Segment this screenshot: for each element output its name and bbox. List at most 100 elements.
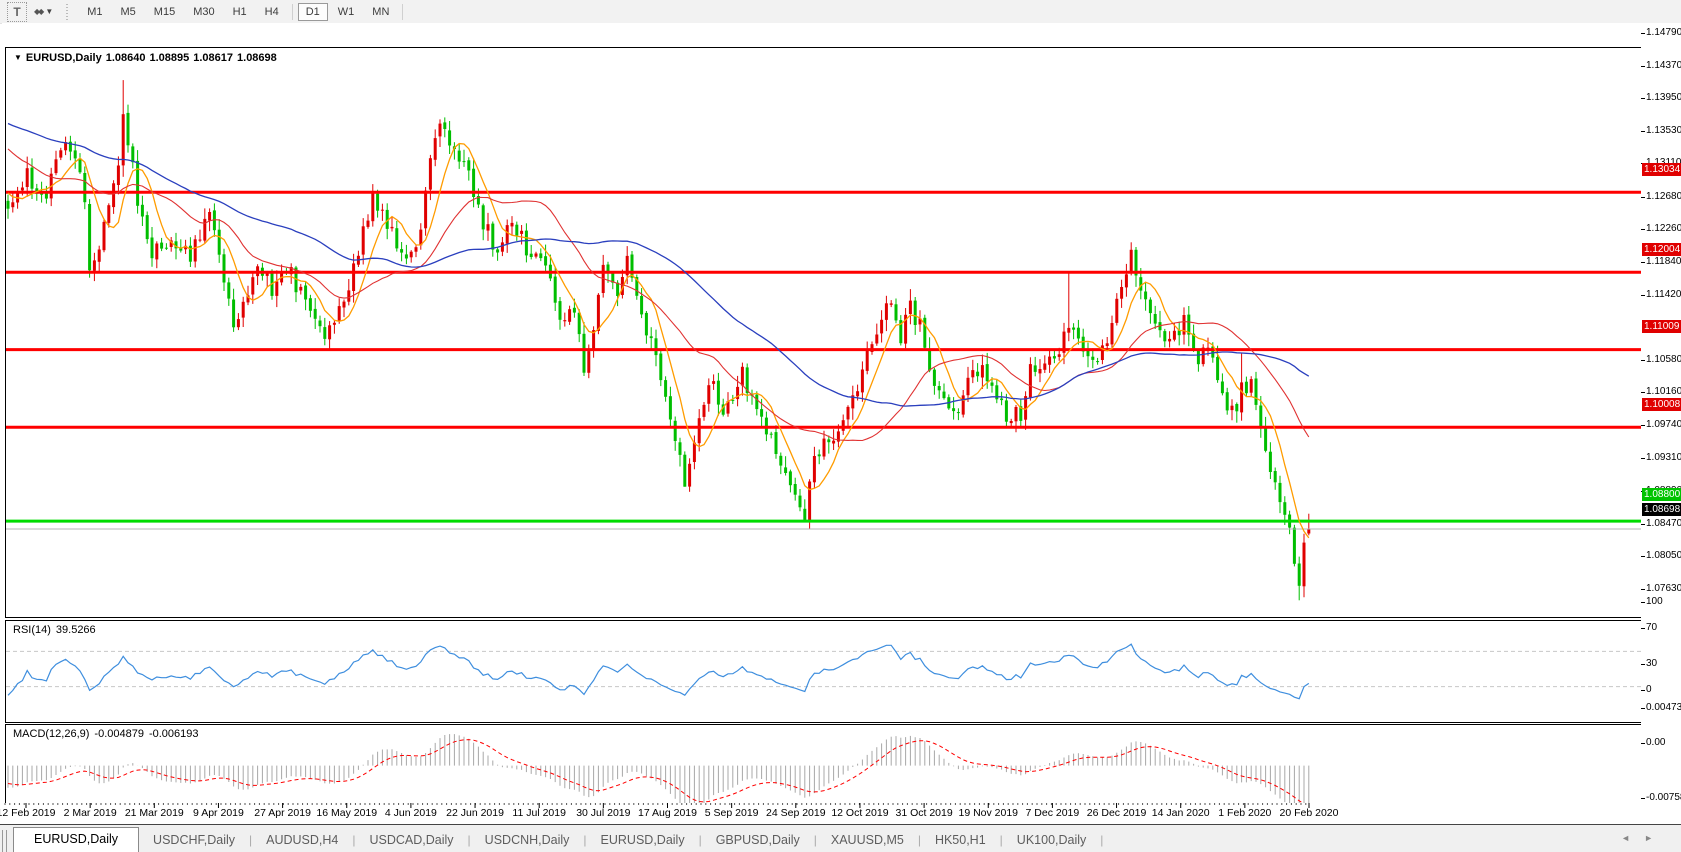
rsi-axis-label: 0: [1646, 684, 1652, 695]
tab-divider: |: [698, 833, 702, 847]
price-axis[interactable]: 1.147901.143701.139501.135301.131101.126…: [1641, 23, 1681, 803]
time-axis-ticks: [4, 803, 1310, 808]
tab-scroll-left-button[interactable]: ◄: [1621, 833, 1645, 843]
toolbar-separator: [291, 3, 293, 20]
toolbar-grip-handle[interactable]: [65, 3, 71, 20]
axis-tick-mark: [1641, 392, 1645, 394]
time-axis-label: 17 Aug 2019: [638, 807, 697, 819]
timeframe-button-mn[interactable]: MN: [372, 5, 390, 18]
chart-tab-gbpusd-daily[interactable]: GBPUSD,Daily: [715, 833, 800, 847]
time-axis-label: 31 Oct 2019: [895, 807, 953, 819]
axis-tick-mark: [1641, 262, 1645, 264]
time-axis-label: 14 Jan 2020: [1151, 807, 1210, 819]
axis-tick-mark: [1641, 458, 1645, 460]
tab-scroll-right-button[interactable]: ►: [1644, 833, 1667, 843]
level-price-label: 1.11009: [1642, 320, 1681, 334]
pointer-tool-button[interactable]: ◆◆ ▼: [34, 3, 53, 21]
timeframe-button-m5[interactable]: M5: [120, 5, 136, 18]
symbol-dropdown-icon[interactable]: ▼: [14, 53, 22, 62]
time-axis-label: 12 Oct 2019: [831, 807, 889, 819]
timeframe-button-h4[interactable]: H4: [264, 5, 279, 18]
tab-divider: |: [1100, 833, 1104, 847]
toolbar: T ◆◆ ▼ M1 M5 M15 M30 H1 H4 D1 W1 MN: [0, 0, 1681, 24]
axis-tick-mark: [1641, 98, 1645, 100]
time-axis-label: 20 Feb 2020: [1279, 807, 1339, 819]
ohlc-close: 1.08698: [237, 52, 277, 64]
chart-tab-audusd-h4[interactable]: AUDUSD,H4: [266, 833, 339, 847]
tab-divider: |: [352, 833, 356, 847]
axis-price-label: 1.14370: [1646, 59, 1681, 71]
timeframe-button-h1[interactable]: H1: [232, 5, 247, 18]
ohlc-low: 1.08617: [193, 52, 234, 64]
axis-tick-mark: [1641, 33, 1645, 34]
macd-axis-label: 0.004738: [1646, 701, 1681, 713]
tab-scroll-arrows: ◄►: [1621, 833, 1667, 843]
chart-symbol-period: EURUSD,Daily: [25, 52, 102, 64]
axis-price-label: 1.10580: [1646, 353, 1681, 365]
chart-tab-uk100-daily[interactable]: UK100,Daily: [1016, 833, 1087, 847]
axis-tick-mark: [1641, 130, 1645, 132]
axis-tick-mark: [1641, 556, 1645, 558]
rsi-canvas[interactable]: [6, 621, 1642, 720]
axis-price-label: 1.11420: [1646, 288, 1681, 300]
time-axis-label: 19 Nov 2019: [958, 807, 1019, 819]
rsi-axis-label: 30: [1646, 657, 1658, 669]
axis-price-label: 1.08470: [1646, 517, 1681, 529]
time-axis-label: 1 Feb 2020: [1218, 807, 1272, 819]
time-axis-label: 4 Jun 2019: [384, 807, 437, 819]
time-axis[interactable]: 12 Feb 2019 2 Mar 2019 21 Mar 2019 9 Apr 20…: [0, 803, 1681, 824]
axis-tick-mark: [1641, 229, 1645, 231]
price-chart-canvas[interactable]: [6, 48, 1642, 615]
text-tool-button[interactable]: T: [7, 1, 27, 22]
chart-tab-usdcad-daily[interactable]: USDCAD,Daily: [369, 833, 454, 847]
time-axis-label: 9 Apr 2019: [193, 807, 244, 819]
axis-price-label: 1.13950: [1646, 92, 1681, 104]
axis-tick-mark: [1641, 690, 1645, 691]
chart-tab-eurusd-daily[interactable]: EURUSD,Daily: [13, 827, 140, 852]
macd-canvas[interactable]: [6, 725, 1642, 824]
chart-tab-usdcnh-daily[interactable]: USDCNH,Daily: [484, 833, 570, 847]
level-price-label: 1.12004: [1642, 242, 1681, 256]
text-tool-icon: T: [13, 4, 21, 19]
axis-tick-mark: [1641, 797, 1645, 799]
timeframe-button-d1[interactable]: D1: [297, 2, 328, 21]
axis-price-label: 1.10160: [1646, 386, 1681, 398]
chart-tab-usdchf-daily[interactable]: USDCHF,Daily: [153, 833, 235, 847]
axis-tick-mark: [1641, 742, 1645, 744]
chart-tab-hk50-h1[interactable]: HK50,H1: [934, 833, 986, 847]
axis-price-label: 1.07630: [1646, 582, 1681, 594]
time-axis-label: 24 Sep 2019: [766, 807, 826, 819]
macd-axis-label: -0.00758: [1646, 791, 1681, 803]
timeframe-button-m15[interactable]: M15: [153, 5, 176, 18]
axis-price-label: 1.09310: [1646, 452, 1681, 464]
macd-signal-value: -0.006193: [148, 728, 199, 740]
rsi-axis-label: 70: [1646, 622, 1658, 634]
toolbar-separator: [402, 3, 404, 20]
axis-tick-mark: [1641, 294, 1645, 296]
tab-divider: |: [583, 833, 587, 847]
level-price-label: 1.10008: [1642, 397, 1681, 411]
level-price-label: 1.08800: [1642, 487, 1681, 501]
axis-tick-mark: [1641, 196, 1645, 198]
axis-price-label: 1.08050: [1646, 550, 1681, 562]
axis-price-label: 1.12680: [1646, 190, 1681, 202]
time-axis-label: 26 Dec 2019: [1086, 807, 1147, 819]
time-axis-label: 2 Mar 2019: [63, 807, 117, 819]
chart-header: ▼ EURUSD,Daily 1.08640 1.08895 1.08617 1.0869…: [14, 52, 281, 64]
ohlc-high: 1.08895: [149, 52, 190, 64]
tab-bar-grip[interactable]: [2, 830, 7, 852]
price-chart-panel[interactable]: ▼ EURUSD,Daily 1.08640 1.08895 1.08617 1.0869…: [5, 47, 1645, 618]
chart-window: ▼ EURUSD,Daily 1.08640 1.08895 1.08617 1.0869…: [2, 23, 1679, 827]
timeframe-button-w1[interactable]: W1: [337, 5, 355, 18]
timeframe-button-m1[interactable]: M1: [87, 5, 103, 18]
chart-tab-xauusd-m5[interactable]: XAUUSD,M5: [830, 833, 904, 847]
rsi-indicator-panel[interactable]: RSI(14) 39.5266: [5, 620, 1645, 723]
macd-label: MACD(12,26,9) -0.004879 -0.006193: [13, 728, 199, 740]
current-price-label: 1.08698: [1642, 503, 1681, 517]
axis-price-label: 1.12260: [1646, 223, 1681, 235]
chart-tab-eurusd-daily[interactable]: EURUSD,Daily: [600, 833, 685, 847]
tab-divider: |: [467, 833, 471, 847]
timeframe-button-m30[interactable]: M30: [193, 5, 215, 18]
axis-tick-mark: [1641, 663, 1645, 665]
time-axis-label: 21 Mar 2019: [124, 807, 184, 819]
